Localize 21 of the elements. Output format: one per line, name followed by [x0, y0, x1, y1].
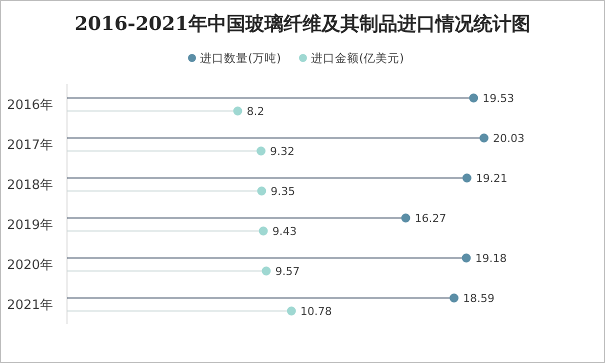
y-tick-label: 2020年: [6, 258, 54, 273]
y-tick-label: 2018年: [6, 178, 54, 193]
data-label: 20.03: [493, 132, 524, 145]
chart-title: 2016-2021年中国玻璃纤维及其制品进口情况统计图: [74, 13, 530, 35]
data-label: 19.21: [476, 172, 508, 185]
data-label: 16.27: [414, 212, 446, 225]
y-tick-label: 2021年: [6, 298, 54, 313]
data-label: 10.78: [300, 305, 332, 318]
data-label: 9.32: [270, 145, 295, 158]
data-label: 9.35: [270, 185, 296, 198]
legend-label: 进口数量(万吨): [200, 51, 281, 65]
data-label: 9.57: [275, 265, 300, 278]
y-tick-label: 2019年: [6, 218, 54, 233]
y-tick-label: 2016年: [6, 98, 54, 113]
data-label: 18.59: [463, 292, 495, 305]
data-label: 8.2: [246, 105, 264, 118]
data-label: 19.53: [482, 92, 514, 105]
data-label: 9.43: [272, 225, 297, 238]
y-tick-label: 2017年: [6, 138, 54, 153]
data-label: 19.18: [475, 252, 507, 265]
legend-label: 进口金额(亿美元): [310, 51, 404, 65]
